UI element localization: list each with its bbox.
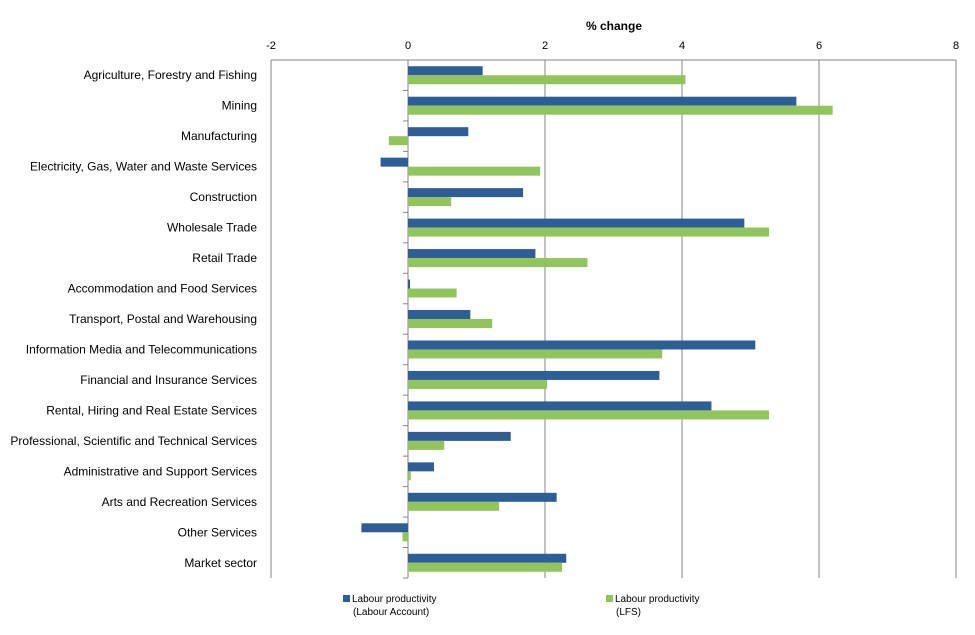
bar-labour-account: [408, 127, 469, 137]
category-label: Professional, Scientific and Technical S…: [10, 434, 257, 448]
bar-lfs: [408, 197, 452, 207]
bar-labour-account: [380, 157, 408, 167]
bar-lfs: [388, 136, 408, 146]
bar-lfs: [408, 258, 588, 268]
x-tick-label: 8: [953, 40, 959, 52]
bar-labour-account: [408, 462, 435, 472]
bar-lfs: [408, 501, 500, 511]
bar-labour-account: [408, 66, 483, 76]
bar-labour-account: [408, 310, 471, 319]
bar-labour-account: [408, 370, 660, 380]
category-label: Arts and Recreation Services: [102, 495, 257, 509]
bar-labour-account: [408, 188, 524, 198]
bar-lfs: [408, 349, 663, 359]
category-label: Market sector: [184, 556, 257, 570]
legend-label: Labour productivity: [615, 594, 700, 605]
bar-labour-account: [408, 340, 756, 350]
bar-labour-account: [408, 401, 712, 411]
legend-swatch-labour-account: [343, 595, 350, 602]
bar-labour-account: [361, 523, 408, 533]
bar-lfs: [408, 75, 686, 85]
x-tick-label: 4: [679, 40, 685, 52]
bar-labour-account: [408, 249, 536, 259]
bar-lfs: [408, 227, 769, 237]
x-tick-label: 2: [542, 40, 548, 52]
bar-lfs: [408, 440, 445, 450]
category-label: Mining: [222, 99, 257, 113]
category-label: Administrative and Support Services: [64, 464, 257, 478]
legend-label: Labour productivity: [352, 594, 437, 605]
category-label: Rental, Hiring and Real Estate Services: [46, 403, 257, 417]
legend-label-line2: (Labour Account): [353, 607, 430, 618]
category-label: Wholesale Trade: [167, 221, 257, 235]
bar-lfs: [408, 166, 541, 176]
bar-lfs: [408, 410, 769, 420]
legend-label-line2: (LFS): [616, 607, 641, 618]
bar-labour-account: [408, 218, 745, 228]
bar-labour-account: [408, 553, 567, 563]
legend-swatch-lfs: [606, 595, 613, 602]
category-label: Agriculture, Forestry and Fishing: [84, 68, 257, 82]
legend-item-labour-account: Labour productivity (Labour Account): [343, 593, 437, 619]
bar-lfs: [408, 562, 563, 572]
x-tick-label: 0: [405, 40, 411, 52]
legend-item-lfs: Labour productivity (LFS): [606, 593, 700, 619]
bar-labour-account: [408, 279, 411, 289]
category-label: Construction: [190, 190, 257, 204]
category-label: Financial and Insurance Services: [80, 373, 257, 387]
bar-labour-account: [408, 431, 511, 441]
category-label: Accommodation and Food Services: [68, 282, 257, 296]
bar-labour-account: [408, 492, 557, 502]
category-label: Information Media and Telecommunications: [26, 342, 257, 356]
x-axis-title: % change: [586, 19, 642, 33]
category-label: Retail Trade: [192, 251, 257, 265]
bar-lfs: [408, 105, 833, 115]
bar-lfs: [408, 379, 548, 389]
category-label: Other Services: [178, 525, 257, 539]
x-tick-label: -2: [266, 40, 276, 52]
x-tick-label: 6: [816, 40, 822, 52]
category-label: Transport, Postal and Warehousing: [69, 312, 257, 326]
bar-lfs: [408, 288, 457, 298]
bar-lfs: [402, 532, 408, 542]
category-label: Electricity, Gas, Water and Waste Servic…: [30, 160, 257, 174]
bar-lfs: [408, 319, 493, 328]
bar-lfs: [408, 471, 411, 481]
bar-labour-account: [408, 96, 797, 106]
category-label: Manufacturing: [181, 129, 257, 143]
